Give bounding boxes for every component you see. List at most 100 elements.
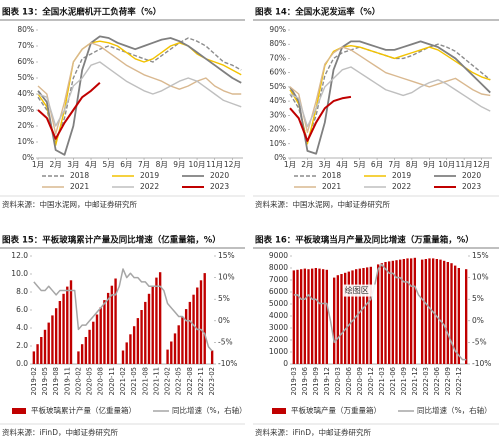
bar: [121, 350, 125, 364]
bar: [188, 301, 192, 364]
bar: [321, 269, 325, 364]
bar: [54, 308, 58, 364]
legend-label: 2020: [462, 171, 481, 180]
y2-tick-label: -10%: [218, 359, 237, 368]
y-tick-label: 80%: [269, 39, 286, 48]
bar: [343, 272, 347, 364]
x-tick-label: 11月: [456, 160, 473, 169]
y2-tick-label: 0%: [472, 316, 484, 325]
legend-swatch: [272, 408, 286, 414]
x-tick-label: 2019-02: [30, 367, 38, 395]
series-line: [37, 42, 242, 135]
x-tick-label: 2019-11: [63, 367, 71, 395]
bar: [103, 300, 106, 364]
legend-label: 2022: [392, 182, 411, 191]
bar: [310, 268, 314, 364]
bar: [92, 321, 95, 364]
bar: [376, 264, 380, 364]
bar: [387, 261, 391, 364]
bar: [173, 333, 177, 364]
bar: [406, 258, 409, 364]
bar: [365, 267, 369, 364]
bar: [106, 292, 110, 364]
legend-label: 2022: [140, 182, 159, 191]
x-tick-label: 2020-05: [86, 367, 94, 395]
chart-title: 图表 14：全国水泥发运率（%）: [255, 7, 380, 18]
bar: [420, 259, 424, 364]
y-tick-label: 30%: [17, 105, 34, 114]
y-tick-label: 50%: [17, 73, 34, 82]
y-tick-label: 70%: [17, 41, 34, 50]
bar: [166, 349, 169, 364]
x-tick-label: 2020-09: [356, 367, 364, 395]
y2-tick-label: 5%: [472, 294, 484, 303]
bar: [439, 259, 442, 364]
bar: [47, 322, 50, 364]
y-tick-label: 7000: [269, 275, 288, 284]
bar: [69, 280, 73, 364]
y-tick-label: 90%: [269, 25, 286, 34]
x-tick-label: 2022-05: [175, 367, 183, 395]
y-tick-label: 5000: [269, 299, 288, 308]
x-tick-label: 2021-08: [141, 367, 149, 395]
bar: [88, 329, 91, 364]
bar: [413, 257, 417, 364]
x-tick-label: 2月: [50, 160, 62, 169]
x-tick-label: 4月: [85, 160, 97, 169]
x-tick-label: 2022-09: [444, 367, 452, 395]
source-note: 资料来源：中国水泥网，中邮证券研究所: [255, 199, 390, 209]
y-tick-label: 0%: [274, 153, 286, 162]
y-tick-label: 2000: [269, 335, 288, 344]
bar: [192, 294, 195, 364]
bar: [325, 269, 329, 364]
bar: [340, 274, 343, 364]
bar: [210, 350, 214, 364]
y-tick-label: 2.0: [16, 341, 28, 350]
bar: [347, 271, 351, 364]
bar: [196, 287, 199, 364]
bar: [151, 285, 154, 364]
x-tick-label: 2022-12: [455, 367, 463, 395]
x-tick-label: 7月: [388, 160, 400, 169]
x-tick-label: 2021-03: [378, 367, 386, 395]
bar: [318, 268, 321, 364]
bar: [129, 334, 132, 364]
legend-label: 2021: [322, 182, 341, 191]
bar: [296, 269, 299, 364]
bar: [40, 337, 43, 364]
y2-tick-label: 10%: [218, 273, 235, 282]
y-tick-label: 20%: [269, 125, 286, 134]
series-line: [33, 268, 213, 352]
y-tick-label: 0.0: [16, 359, 28, 368]
bar: [332, 277, 336, 364]
x-tick-label: 2021-02: [119, 367, 127, 395]
legend-label: 同比增速（%，右轴）: [417, 405, 492, 415]
annotation: 绘图区: [345, 285, 369, 295]
y-tick-label: 80%: [17, 25, 34, 34]
y2-tick-label: 0%: [218, 316, 230, 325]
x-tick-label: 2022-08: [186, 367, 194, 395]
x-tick-label: 1月: [284, 160, 296, 169]
bar: [170, 341, 173, 364]
bar: [51, 315, 54, 364]
bar: [77, 351, 80, 364]
y-tick-label: 4000: [269, 311, 288, 320]
bar: [369, 266, 373, 364]
x-tick-label: 6月: [371, 160, 383, 169]
x-tick-label: 5月: [354, 160, 366, 169]
x-tick-label: 7月: [138, 160, 150, 169]
legend-label: 同比增速（%，右轴）: [172, 405, 247, 415]
x-tick-label: 2月: [301, 160, 313, 169]
x-tick-label: 2022-11: [197, 367, 205, 395]
x-tick-label: 9月: [173, 160, 185, 169]
x-tick-label: 2019-06: [301, 367, 309, 395]
series-line: [289, 46, 491, 134]
bar: [84, 337, 88, 364]
bar: [450, 263, 453, 364]
y2-tick-label: -5%: [472, 337, 487, 346]
bar: [184, 309, 188, 364]
bar: [125, 342, 128, 364]
bar: [409, 258, 413, 364]
x-tick-label: 2023-02: [208, 367, 216, 395]
y-tick-label: 40%: [269, 96, 286, 105]
